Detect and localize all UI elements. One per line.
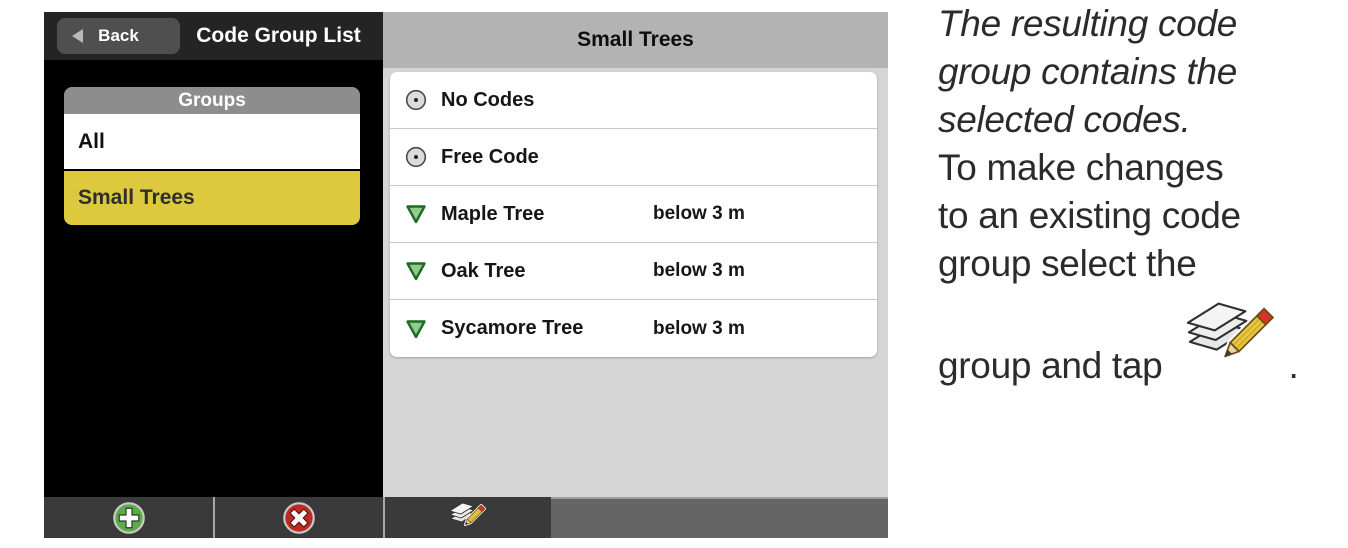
instruction-period: . (1288, 345, 1299, 386)
code-label: No Codes (441, 88, 535, 111)
instruction-text: The resulting code group contains the se… (938, 0, 1342, 388)
group-label: All (78, 129, 105, 153)
instruction-line: group contains the (938, 51, 1238, 92)
tree-icon (405, 318, 427, 340)
point-icon (405, 146, 427, 168)
delete-button[interactable] (215, 497, 383, 538)
groups-list-header: Groups (64, 87, 360, 114)
page-title: Code Group List (196, 24, 361, 47)
code-row-sycamore-tree[interactable]: Sycamore Tree below 3 m (390, 300, 877, 357)
back-button-label: Back (98, 26, 139, 45)
code-row-maple-tree[interactable]: Maple Tree below 3 m (390, 186, 877, 243)
code-label: Sycamore Tree (441, 317, 584, 339)
code-row-free-code[interactable]: Free Code (390, 129, 877, 186)
instruction-line: The resulting code (938, 3, 1238, 44)
toolbar-divider (213, 497, 215, 538)
instruction-line: group select the (938, 243, 1197, 284)
sidebar-topbar: Back Code Group List (44, 12, 383, 60)
code-description: below 3 m (653, 317, 745, 339)
bottom-toolbar (44, 497, 888, 538)
instruction-line: selected codes. (938, 99, 1191, 140)
code-description: below 3 m (653, 260, 745, 281)
toolbar-filler (551, 497, 888, 538)
back-arrow-icon (72, 29, 83, 43)
group-row-small-trees[interactable]: Small Trees (64, 171, 360, 225)
groups-list: Groups All Small Trees (64, 87, 360, 225)
cross-icon (282, 501, 316, 535)
toolbar-divider (383, 497, 385, 538)
edit-pages-pencil-icon (1186, 292, 1278, 388)
code-row-no-codes[interactable]: No Codes (390, 72, 877, 129)
sidebar: Back Code Group List Groups All Small Tr… (44, 12, 383, 497)
instruction-tap-line: group and tap . (938, 292, 1342, 388)
main-panel-title: Small Trees (383, 12, 888, 68)
plus-icon (112, 501, 146, 535)
back-button[interactable]: Back (57, 18, 180, 54)
group-row-all[interactable]: All (64, 114, 360, 169)
code-label: Oak Tree (441, 259, 526, 282)
code-description: below 3 m (653, 203, 745, 224)
instruction-line: To make changes (938, 147, 1224, 188)
instruction-line: to an existing code (938, 195, 1241, 236)
tree-icon (405, 260, 427, 282)
edit-pages-pencil-icon (449, 499, 487, 537)
codes-list: No Codes Free Code Maple Tree below 3 m … (390, 72, 877, 357)
add-button[interactable] (44, 497, 213, 538)
edit-button[interactable] (385, 497, 551, 538)
code-label: Maple Tree (441, 202, 545, 225)
tree-icon (405, 203, 427, 225)
instruction-line: group and tap (938, 345, 1163, 386)
point-icon (405, 89, 427, 111)
main-panel: Small Trees No Codes Free Code Maple Tre… (383, 12, 888, 497)
code-label: Free Code (441, 145, 539, 168)
code-row-oak-tree[interactable]: Oak Tree below 3 m (390, 243, 877, 300)
group-label: Small Trees (78, 186, 195, 209)
code-group-list-app: Back Code Group List Groups All Small Tr… (44, 12, 888, 538)
